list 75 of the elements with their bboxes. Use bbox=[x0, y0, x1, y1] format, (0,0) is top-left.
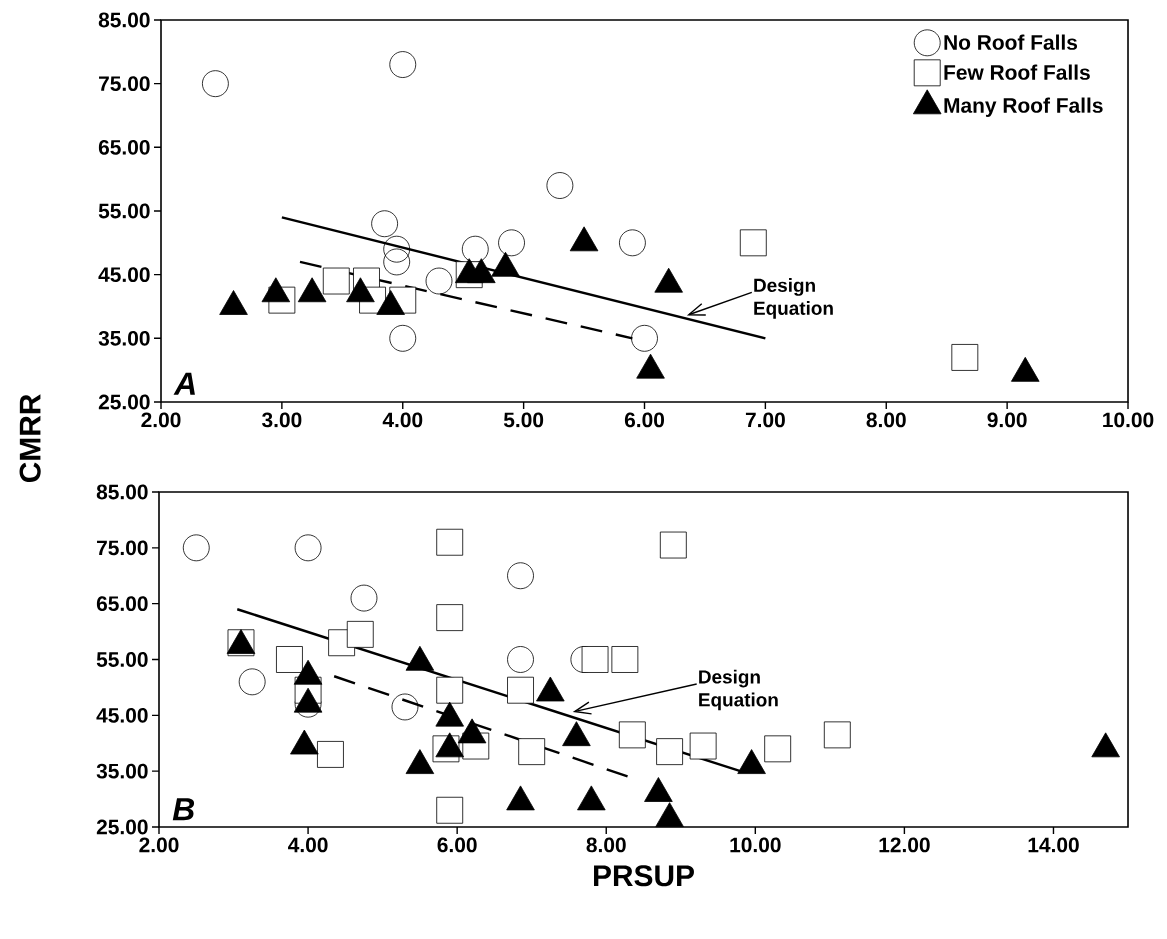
x-tick-label: 5.00 bbox=[503, 412, 544, 428]
point bbox=[436, 528, 464, 556]
legend-label: Many Roof Falls bbox=[944, 97, 1103, 117]
point bbox=[350, 584, 378, 612]
annotation: A bbox=[173, 372, 195, 395]
point bbox=[389, 324, 417, 352]
point bbox=[581, 646, 609, 673]
point bbox=[507, 676, 534, 704]
y-tick-label: 65.00 bbox=[98, 139, 150, 155]
y-tick-label: 85.00 bbox=[96, 484, 148, 500]
legend-label: Few Roof Falls bbox=[944, 64, 1090, 80]
point bbox=[371, 210, 399, 238]
point bbox=[201, 70, 229, 98]
annotation: Design Equation bbox=[754, 278, 833, 319]
point bbox=[507, 646, 534, 673]
x-tick-label: 8.00 bbox=[866, 412, 906, 428]
point bbox=[659, 531, 687, 559]
y-tick-label: 55.00 bbox=[96, 652, 148, 667]
x-tick-label: 10.00 bbox=[1103, 412, 1154, 428]
x-tick-label: 8.00 bbox=[586, 837, 626, 853]
point bbox=[951, 344, 979, 371]
point bbox=[346, 620, 374, 648]
point bbox=[322, 267, 350, 295]
y-tick-label: 55.00 bbox=[98, 203, 150, 219]
point bbox=[689, 732, 717, 760]
x-tick-label: 2.00 bbox=[141, 412, 181, 428]
point bbox=[436, 676, 464, 704]
x-tick-label: 10.00 bbox=[730, 837, 781, 853]
point bbox=[518, 738, 546, 766]
y-tick-label: 75.00 bbox=[99, 76, 150, 92]
point bbox=[618, 721, 646, 749]
x-tick-label: 3.00 bbox=[262, 412, 302, 428]
x-tick-label: 6.00 bbox=[624, 412, 665, 428]
point bbox=[383, 235, 411, 263]
y-tick-label: 45.00 bbox=[96, 707, 148, 723]
point bbox=[436, 796, 464, 824]
point bbox=[823, 721, 851, 749]
point bbox=[619, 229, 646, 257]
y-tick-label: 25.00 bbox=[96, 819, 148, 835]
x-tick-label: 6.00 bbox=[437, 837, 477, 853]
point bbox=[425, 267, 453, 295]
y-tick-label: 75.00 bbox=[97, 540, 148, 556]
x-tick-label: 9.00 bbox=[987, 412, 1027, 428]
y-tick-label: 35.00 bbox=[98, 330, 150, 346]
x-tick-label: 12.00 bbox=[879, 837, 930, 853]
legend-label: No Roof Falls bbox=[944, 34, 1078, 50]
y-tick-label: 85.00 bbox=[98, 12, 150, 28]
point bbox=[498, 229, 525, 257]
annotation: B bbox=[172, 798, 195, 821]
y-tick-label: 45.00 bbox=[98, 267, 150, 283]
point bbox=[182, 534, 210, 562]
x-tick-label: 4.00 bbox=[288, 837, 328, 853]
point bbox=[507, 562, 534, 590]
point bbox=[656, 738, 683, 766]
point bbox=[436, 604, 464, 632]
point bbox=[546, 172, 574, 199]
point bbox=[389, 51, 417, 78]
x-tick-label: 14.00 bbox=[1028, 837, 1079, 853]
x-tick-label: 2.00 bbox=[139, 837, 179, 853]
point bbox=[739, 229, 767, 257]
point bbox=[383, 248, 411, 276]
point bbox=[238, 668, 266, 696]
y-tick-label: 25.00 bbox=[98, 394, 150, 410]
y-tick-label: 35.00 bbox=[96, 763, 148, 779]
x-axis-title: PRSUP bbox=[594, 865, 694, 887]
x-tick-label: 7.00 bbox=[745, 412, 785, 428]
point bbox=[294, 534, 322, 562]
y-axis-title: CMRR bbox=[19, 394, 41, 482]
y-tick-label: 65.00 bbox=[96, 596, 148, 612]
x-tick-label: 4.00 bbox=[382, 412, 423, 428]
point bbox=[317, 741, 344, 768]
point bbox=[631, 324, 658, 352]
point bbox=[764, 735, 792, 763]
point bbox=[391, 693, 419, 721]
annotation: Design Equation bbox=[699, 669, 778, 711]
